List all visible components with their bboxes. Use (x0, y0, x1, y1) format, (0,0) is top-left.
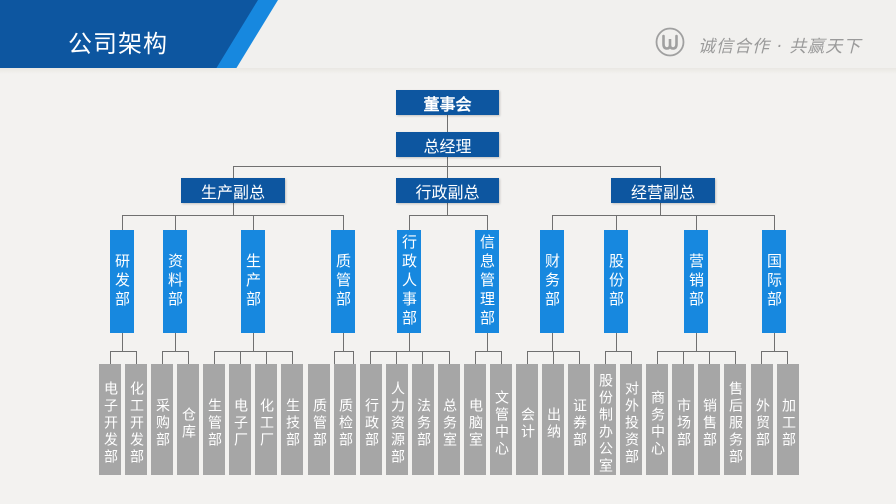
page-title: 公司架构 (68, 30, 168, 58)
board-box[interactable]: 董事会 (396, 90, 499, 115)
dept-production-box[interactable]: 生产部 (241, 230, 265, 333)
unit-box[interactable]: 加工部 (777, 364, 799, 475)
unit-box[interactable]: 化工厂 (255, 364, 277, 475)
unit-box[interactable]: 电子厂 (229, 364, 251, 475)
dept-admin-hr-box[interactable]: 行政人事部 (397, 230, 421, 333)
unit-box[interactable]: 行政部 (360, 364, 382, 475)
unit-box[interactable]: 质管部 (308, 364, 330, 475)
unit-box[interactable]: 质检部 (334, 364, 356, 475)
unit-box[interactable]: 电子开发部 (99, 364, 121, 475)
dept-shares-box[interactable]: 股份部 (604, 230, 628, 333)
unit-box[interactable]: 化工开发部 (125, 364, 147, 475)
unit-box[interactable]: 生技部 (281, 364, 303, 475)
vp-operations-box[interactable]: 经营副总 (611, 178, 715, 203)
general-manager-box[interactable]: 总经理 (396, 132, 499, 157)
dept-materials-box[interactable]: 资料部 (163, 230, 187, 333)
unit-box[interactable]: 股份制办公室 (594, 364, 616, 475)
title-banner (0, 0, 278, 72)
unit-box[interactable]: 采购部 (151, 364, 173, 475)
unit-box[interactable]: 会计 (516, 364, 538, 475)
dept-quality-box[interactable]: 质管部 (331, 230, 355, 333)
unit-box[interactable]: 外贸部 (751, 364, 773, 475)
slogan-text: 诚信合作 · 共赢天下 (698, 37, 862, 57)
unit-box[interactable]: 市场部 (672, 364, 694, 475)
unit-box[interactable]: 人力资源部 (386, 364, 408, 475)
dept-info-mgmt-box[interactable]: 信息管理部 (475, 230, 499, 333)
unit-box[interactable]: 商务中心 (646, 364, 668, 475)
unit-box[interactable]: 电脑室 (464, 364, 486, 475)
dept-finance-box[interactable]: 财务部 (540, 230, 564, 333)
unit-box[interactable]: 售后服务部 (724, 364, 746, 475)
unit-box[interactable]: 法务部 (412, 364, 434, 475)
dept-rnd-box[interactable]: 研发部 (110, 230, 134, 333)
unit-box[interactable]: 对外投资部 (620, 364, 642, 475)
unit-box[interactable]: 生管部 (203, 364, 225, 475)
unit-box[interactable]: 仓库 (177, 364, 199, 475)
vp-production-box[interactable]: 生产副总 (181, 178, 285, 203)
unit-box[interactable]: 总务室 (438, 364, 460, 475)
unit-box[interactable]: 销售部 (698, 364, 720, 475)
unit-box[interactable]: 证券部 (568, 364, 590, 475)
header-divider (0, 68, 896, 74)
unit-box[interactable]: 文管中心 (490, 364, 512, 475)
vp-admin-box[interactable]: 行政副总 (396, 178, 499, 203)
dept-marketing-box[interactable]: 营销部 (684, 230, 708, 333)
unit-box[interactable]: 出纳 (542, 364, 564, 475)
dept-international-box[interactable]: 国际部 (762, 230, 786, 333)
w-circle-logo-icon (655, 27, 685, 57)
